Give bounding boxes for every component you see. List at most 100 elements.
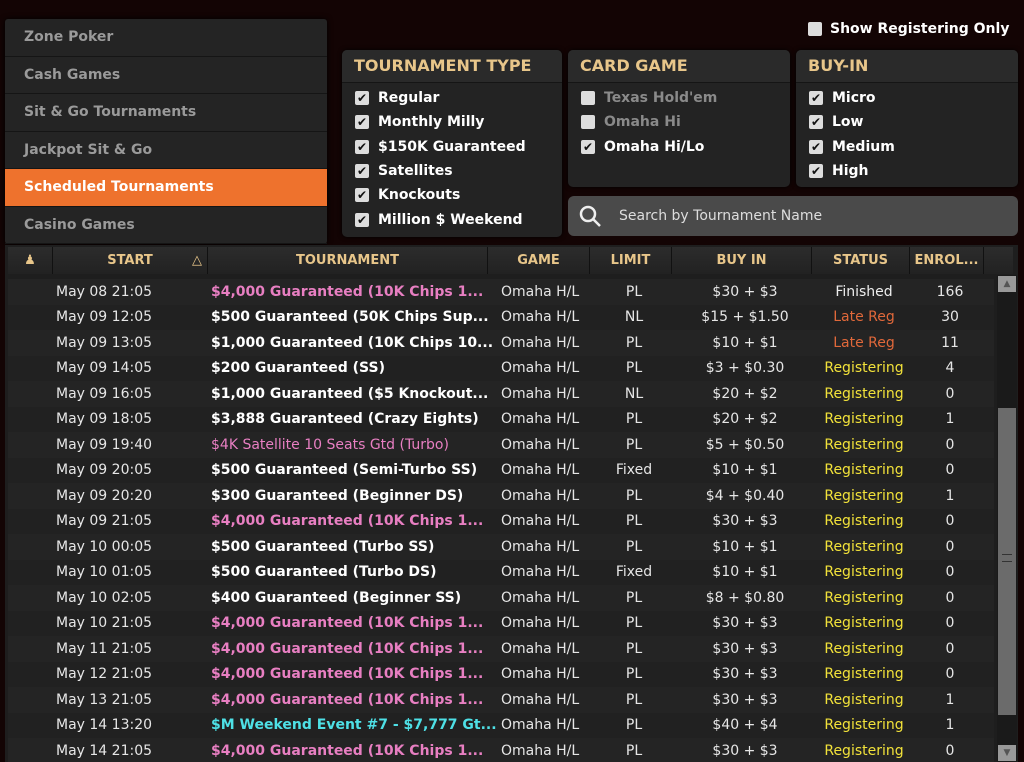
table-row[interactable]: May 09 19:40 $4K Satellite 10 Seats Gtd … bbox=[8, 432, 994, 458]
tournament-name-cell: $500 Guaranteed (Semi-Turbo SS) bbox=[211, 462, 478, 479]
checkbox[interactable] bbox=[808, 22, 822, 36]
nav-item[interactable]: Jackpot Sit & Go bbox=[5, 132, 327, 169]
column-header-start[interactable]: START △ bbox=[53, 247, 208, 274]
table-row[interactable]: May 12 21:05 $4,000 Guaranteed (10K Chip… bbox=[8, 661, 994, 687]
status-cell: Registering bbox=[824, 717, 904, 734]
checkbox-checked-icon[interactable]: ✔ bbox=[581, 139, 595, 154]
show-registering-only-toggle[interactable]: Show Registering Only bbox=[808, 21, 1009, 37]
checkbox-checked-icon[interactable]: ✔ bbox=[355, 115, 369, 130]
filter-checkbox[interactable]: ✔ Million $ Weekend bbox=[342, 207, 562, 231]
table-row[interactable]: May 09 21:05 $4,000 Guaranteed (10K Chip… bbox=[8, 508, 994, 534]
buy-in-cell: $30 + $3 bbox=[712, 615, 778, 632]
nav-item[interactable]: Sit & Go Tournaments bbox=[5, 94, 327, 132]
column-header-enrolled[interactable]: ENROL... bbox=[910, 247, 984, 274]
checkbox-unchecked-icon[interactable] bbox=[581, 115, 595, 130]
buy-in-panel: BUY-IN ✔ Micro ✔ Low ✔ Medium ✔ High bbox=[796, 50, 1018, 187]
column-header-limit[interactable]: LIMIT bbox=[590, 247, 672, 274]
status-cell: Registering bbox=[824, 411, 904, 428]
start-cell: May 13 21:05 bbox=[56, 691, 153, 708]
buy-in-cell: $30 + $3 bbox=[712, 666, 778, 683]
filter-checkbox[interactable]: Omaha Hi bbox=[568, 110, 790, 134]
enrolled-cell: 0 bbox=[945, 513, 955, 530]
game-cell: Omaha H/L bbox=[501, 411, 580, 428]
table-row[interactable]: May 14 21:05 $4,000 Guaranteed (10K Chip… bbox=[8, 738, 994, 762]
checkbox-checked-icon[interactable]: ✔ bbox=[809, 115, 823, 130]
table-row[interactable]: May 14 13:20 $M Weekend Event #7 - $7,77… bbox=[8, 712, 994, 738]
limit-cell: PL bbox=[625, 283, 643, 300]
column-header-tournament[interactable]: TOURNAMENT bbox=[208, 247, 488, 274]
nav-item[interactable]: Scheduled Tournaments bbox=[5, 169, 327, 207]
table-row[interactable]: May 10 01:05 $500 Guaranteed (Turbo DS) … bbox=[8, 559, 994, 585]
column-header-status[interactable]: STATUS bbox=[812, 247, 910, 274]
table-row[interactable]: May 10 00:05 $500 Guaranteed (Turbo SS) … bbox=[8, 534, 994, 560]
filter-checkbox[interactable]: ✔ $150K Guaranteed bbox=[342, 135, 562, 159]
scroll-down-button[interactable]: ▼ bbox=[998, 745, 1016, 761]
column-header-buy-in[interactable]: BUY IN bbox=[672, 247, 812, 274]
scroll-up-button[interactable]: ▲ bbox=[998, 276, 1016, 292]
game-cell: Omaha H/L bbox=[501, 615, 580, 632]
limit-cell: PL bbox=[625, 360, 643, 377]
nav-item[interactable]: Casino Games bbox=[5, 207, 327, 244]
checkbox-checked-icon[interactable]: ✔ bbox=[809, 164, 823, 179]
game-cell: Omaha H/L bbox=[501, 462, 580, 479]
buy-in-cell: $30 + $3 bbox=[712, 640, 778, 657]
search-box[interactable] bbox=[568, 196, 1018, 236]
tournament-name-cell: $M Weekend Event #7 - $7,777 Gt... bbox=[211, 717, 497, 734]
table-row[interactable]: May 10 02:05 $400 Guaranteed (Beginner S… bbox=[8, 585, 994, 611]
tournament-name-cell: $4,000 Guaranteed (10K Chips 1... bbox=[211, 283, 484, 300]
filter-checkbox[interactable]: Texas Hold'em bbox=[568, 86, 790, 110]
checkbox-label: Omaha Hi/Lo bbox=[604, 138, 705, 155]
checkbox-checked-icon[interactable]: ✔ bbox=[355, 139, 369, 154]
table-row[interactable]: May 09 20:20 $300 Guaranteed (Beginner D… bbox=[8, 483, 994, 509]
table-row[interactable]: May 13 21:05 $4,000 Guaranteed (10K Chip… bbox=[8, 687, 994, 713]
checkbox-checked-icon[interactable]: ✔ bbox=[355, 188, 369, 203]
table-row[interactable]: May 08 21:05 $4,000 Guaranteed (10K Chip… bbox=[8, 279, 994, 305]
checkbox-checked-icon[interactable]: ✔ bbox=[355, 91, 369, 106]
enrolled-cell: 1 bbox=[945, 411, 955, 428]
tournament-name-cell: $1,000 Guaranteed ($5 Knockout... bbox=[211, 385, 489, 402]
player-column-header[interactable]: ♟ bbox=[8, 247, 53, 274]
table-row[interactable]: May 10 21:05 $4,000 Guaranteed (10K Chip… bbox=[8, 610, 994, 636]
checkbox-checked-icon[interactable]: ✔ bbox=[809, 139, 823, 154]
filter-checkbox[interactable]: ✔ Micro bbox=[796, 86, 1018, 110]
filter-checkbox[interactable]: ✔ Knockouts bbox=[342, 183, 562, 207]
checkbox-unchecked-icon[interactable] bbox=[581, 91, 595, 106]
table-row[interactable]: May 09 16:05 $1,000 Guaranteed ($5 Knock… bbox=[8, 381, 994, 407]
filter-checkbox[interactable]: ✔ Low bbox=[796, 110, 1018, 134]
filter-checkbox[interactable]: ✔ High bbox=[796, 159, 1018, 183]
scrollbar-thumb[interactable] bbox=[998, 408, 1016, 715]
scrollbar[interactable]: ▲ ▼ bbox=[997, 275, 1017, 762]
column-header-game[interactable]: GAME bbox=[488, 247, 590, 274]
start-cell: May 12 21:05 bbox=[56, 666, 153, 683]
search-input[interactable] bbox=[619, 208, 999, 224]
filter-checkbox[interactable]: ✔ Omaha Hi/Lo bbox=[568, 135, 790, 159]
table-row[interactable]: May 09 20:05 $500 Guaranteed (Semi-Turbo… bbox=[8, 457, 994, 483]
filter-checkbox[interactable]: ✔ Regular bbox=[342, 86, 562, 110]
checkbox-checked-icon[interactable]: ✔ bbox=[355, 212, 369, 227]
nav-item[interactable]: Cash Games bbox=[5, 57, 327, 94]
checkbox-checked-icon[interactable]: ✔ bbox=[809, 91, 823, 106]
table-row[interactable]: May 09 14:05 $200 Guaranteed (SS) Omaha … bbox=[8, 355, 994, 381]
game-cell: Omaha H/L bbox=[501, 717, 580, 734]
start-cell: May 10 00:05 bbox=[56, 538, 153, 555]
buy-in-cell: $10 + $1 bbox=[712, 334, 778, 351]
checkbox-checked-icon[interactable]: ✔ bbox=[355, 164, 369, 179]
limit-cell: PL bbox=[625, 436, 643, 453]
checkbox-label: Medium bbox=[832, 138, 895, 155]
table-row[interactable]: May 11 21:05 $4,000 Guaranteed (10K Chip… bbox=[8, 636, 994, 662]
limit-cell: PL bbox=[625, 691, 643, 708]
status-cell: Registering bbox=[824, 691, 904, 708]
nav-item[interactable]: Zone Poker bbox=[5, 19, 327, 57]
start-cell: May 14 21:05 bbox=[56, 742, 153, 759]
status-cell: Registering bbox=[824, 513, 904, 530]
filter-checkbox[interactable]: ✔ Satellites bbox=[342, 159, 562, 183]
sort-ascending-icon: △ bbox=[192, 253, 202, 268]
limit-cell: PL bbox=[625, 538, 643, 555]
start-cell: May 09 16:05 bbox=[56, 385, 153, 402]
table-row[interactable]: May 09 13:05 $1,000 Guaranteed (10K Chip… bbox=[8, 330, 994, 356]
buy-in-cell: $30 + $3 bbox=[712, 283, 778, 300]
table-row[interactable]: May 09 12:05 $500 Guaranteed (50K Chips … bbox=[8, 304, 994, 330]
filter-checkbox[interactable]: ✔ Medium bbox=[796, 135, 1018, 159]
table-row[interactable]: May 09 18:05 $3,888 Guaranteed (Crazy Ei… bbox=[8, 406, 994, 432]
filter-checkbox[interactable]: ✔ Monthly Milly bbox=[342, 110, 562, 134]
